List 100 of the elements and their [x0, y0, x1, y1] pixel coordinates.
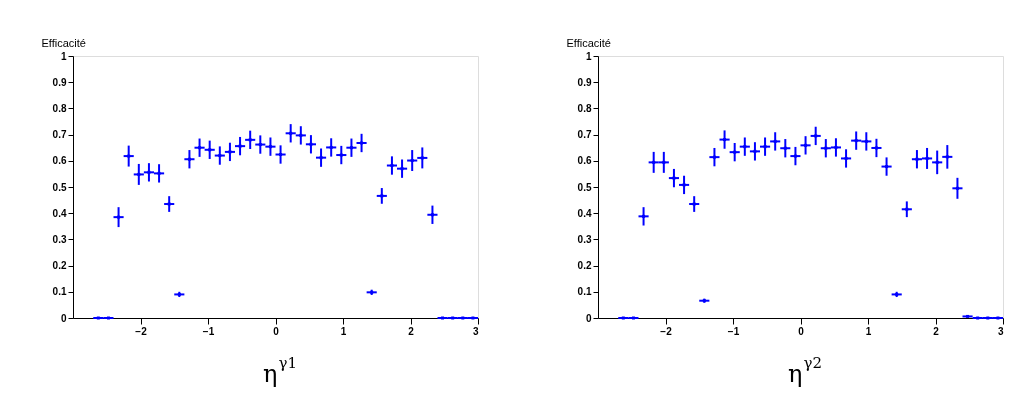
point	[461, 316, 465, 320]
point	[319, 156, 323, 160]
point	[279, 153, 283, 157]
y-tick-label: 0.9	[577, 76, 592, 88]
point	[137, 172, 141, 176]
point	[228, 150, 232, 154]
y-tick-label: 0.6	[52, 155, 67, 167]
point	[167, 202, 171, 206]
point	[996, 316, 1000, 320]
point	[793, 154, 797, 158]
point	[349, 146, 353, 150]
y-tick-label: 0.5	[52, 181, 67, 193]
point	[834, 145, 838, 149]
point	[420, 156, 424, 160]
y-tick-label: 0	[60, 312, 67, 324]
x-tick-label: 1	[865, 325, 872, 337]
point	[208, 148, 212, 152]
point	[106, 316, 110, 320]
point	[976, 316, 980, 320]
point	[854, 139, 858, 143]
y-tick-label: 0.5	[577, 181, 592, 193]
point	[187, 157, 191, 161]
point	[723, 138, 727, 142]
point	[127, 154, 131, 158]
y-tick-label: 1	[585, 50, 592, 62]
y-tick-label: 0.8	[52, 102, 67, 114]
x-tick-label: −1	[727, 325, 740, 337]
y-tick-label: 0.4	[577, 207, 592, 219]
x-tick-label: 2	[408, 325, 415, 337]
y-axis-title: Efficacité	[566, 36, 611, 49]
point	[441, 316, 445, 320]
y-tick-label: 0.6	[577, 155, 592, 167]
point	[299, 133, 303, 137]
point	[844, 156, 848, 160]
point	[824, 146, 828, 150]
point	[966, 314, 970, 318]
point	[915, 157, 919, 161]
point	[218, 154, 222, 158]
point	[986, 316, 990, 320]
y-tick-label: 0.4	[52, 207, 67, 219]
x-tick-label: −1	[202, 325, 215, 337]
point	[955, 186, 959, 190]
point	[430, 213, 434, 217]
point	[733, 150, 737, 154]
point	[773, 139, 777, 143]
y-tick-label: 0.2	[577, 260, 592, 272]
x-tick-label: 3	[472, 325, 479, 337]
x-tick-label: 0	[273, 325, 280, 337]
point	[410, 159, 414, 163]
point	[905, 207, 909, 211]
y-tick-label: 0.3	[577, 233, 592, 245]
point	[289, 131, 293, 135]
y-tick-label: 0.1	[577, 286, 592, 298]
point	[885, 165, 889, 169]
point	[935, 160, 939, 164]
point	[874, 146, 878, 150]
point	[309, 142, 313, 146]
point	[360, 141, 364, 145]
point	[652, 160, 656, 164]
point	[380, 194, 384, 198]
y-tick-label: 0.2	[52, 260, 67, 272]
point	[692, 202, 696, 206]
point	[329, 145, 333, 149]
point	[117, 215, 121, 219]
y-tick-label: 0.3	[52, 233, 67, 245]
y-tick-label: 1	[60, 50, 67, 62]
point	[268, 145, 272, 149]
x-tick-label: 2	[933, 325, 940, 337]
point	[925, 156, 929, 160]
point	[682, 183, 686, 187]
point	[238, 144, 242, 148]
y-tick-label: 0	[585, 312, 592, 324]
x-tick-label: 1	[340, 325, 347, 337]
point	[258, 143, 262, 147]
point	[621, 316, 625, 320]
y-tick-label: 0.9	[52, 76, 67, 88]
y-tick-label: 0.7	[577, 129, 592, 141]
point	[662, 160, 666, 164]
point	[783, 146, 787, 150]
point	[390, 164, 394, 168]
y-tick-label: 0.7	[52, 129, 67, 141]
point	[147, 170, 151, 174]
point	[712, 155, 716, 159]
point	[814, 134, 818, 138]
point	[743, 145, 747, 149]
point	[753, 149, 757, 153]
y-tick-label: 0.8	[577, 102, 592, 114]
point	[763, 145, 767, 149]
y-axis-title: Efficacité	[41, 36, 86, 49]
point	[471, 316, 475, 320]
point	[864, 139, 868, 143]
point	[804, 143, 808, 147]
point	[157, 171, 161, 175]
point	[248, 138, 252, 142]
point	[631, 316, 635, 320]
point	[339, 153, 343, 157]
point	[400, 167, 404, 171]
point	[945, 155, 949, 159]
x-tick-label: −2	[135, 325, 148, 337]
point	[672, 176, 676, 180]
